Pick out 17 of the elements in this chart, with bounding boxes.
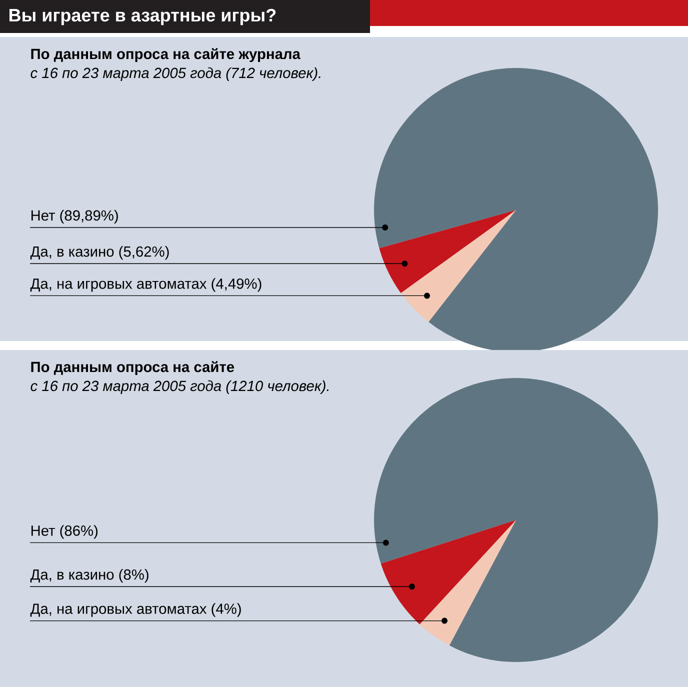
chart-subtitle: По данным опроса на сайте xyxy=(31,361,234,376)
slice-label: Да, в казино xyxy=(30,246,114,260)
data-label: (8%) xyxy=(119,568,148,583)
data-label: (4,49%) xyxy=(212,278,262,292)
chart-title: Вы играете в азартные игры? xyxy=(9,8,276,26)
data-label: (5,62%) xyxy=(119,246,169,260)
slice-label: Да, на игровых автоматах xyxy=(30,278,207,292)
slice-label: Да, в казино xyxy=(30,570,114,583)
slice-label: Нет xyxy=(31,210,55,221)
data-label: (86%) xyxy=(60,525,98,539)
text: с 16 по 23 марта 2005 года (712 человек). xyxy=(30,67,320,82)
slice-label: Нет xyxy=(31,526,55,536)
data-label: (89,89%) xyxy=(60,210,118,224)
data-label: (4%) xyxy=(212,603,241,617)
chart-subtitle: По данным опроса на сайте журнала xyxy=(31,48,301,62)
slice-label: Да, на игровых автоматах xyxy=(30,604,207,617)
text: с 16 по 23 марта 2005 года (1210 человек). xyxy=(30,380,329,394)
